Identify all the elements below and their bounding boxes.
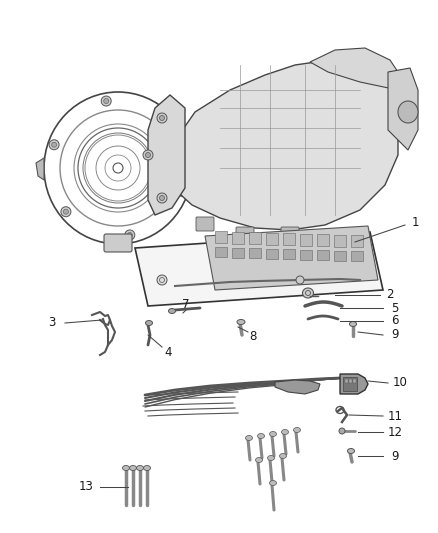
Polygon shape <box>266 248 278 259</box>
Ellipse shape <box>127 232 132 238</box>
Ellipse shape <box>255 457 262 463</box>
Bar <box>353 379 356 383</box>
Polygon shape <box>148 95 185 215</box>
Ellipse shape <box>169 309 176 313</box>
Ellipse shape <box>157 193 167 203</box>
FancyBboxPatch shape <box>196 217 214 231</box>
Ellipse shape <box>269 432 276 437</box>
Ellipse shape <box>143 150 153 160</box>
Ellipse shape <box>64 209 68 214</box>
Ellipse shape <box>157 275 167 285</box>
Text: 6: 6 <box>391 314 399 327</box>
Ellipse shape <box>269 481 276 486</box>
Polygon shape <box>283 233 295 245</box>
Ellipse shape <box>159 116 165 120</box>
Polygon shape <box>232 231 244 244</box>
Ellipse shape <box>145 152 151 157</box>
Polygon shape <box>300 233 312 246</box>
Ellipse shape <box>137 465 144 471</box>
Polygon shape <box>170 60 398 230</box>
Text: 13: 13 <box>78 481 93 494</box>
Ellipse shape <box>282 430 289 434</box>
Polygon shape <box>334 251 346 261</box>
Polygon shape <box>215 231 227 243</box>
Polygon shape <box>232 247 244 257</box>
Text: 2: 2 <box>386 288 394 302</box>
Ellipse shape <box>49 140 59 150</box>
Ellipse shape <box>101 96 111 106</box>
Polygon shape <box>351 235 363 247</box>
Polygon shape <box>135 232 383 306</box>
Polygon shape <box>310 48 398 90</box>
Text: 5: 5 <box>391 302 399 314</box>
Text: 10: 10 <box>392 376 407 390</box>
Bar <box>349 379 352 383</box>
Ellipse shape <box>347 448 354 454</box>
Text: 1: 1 <box>411 215 419 229</box>
Ellipse shape <box>339 428 345 434</box>
Ellipse shape <box>145 320 152 326</box>
Ellipse shape <box>246 435 252 440</box>
Ellipse shape <box>237 319 245 325</box>
Polygon shape <box>317 234 329 246</box>
Polygon shape <box>266 232 278 245</box>
Ellipse shape <box>130 465 137 471</box>
Polygon shape <box>317 250 329 260</box>
Ellipse shape <box>159 196 165 200</box>
Ellipse shape <box>350 321 357 327</box>
Polygon shape <box>275 380 320 394</box>
Polygon shape <box>215 247 227 257</box>
Text: 7: 7 <box>182 298 190 311</box>
Text: 4: 4 <box>164 345 172 359</box>
Text: 11: 11 <box>388 409 403 423</box>
Polygon shape <box>340 374 368 394</box>
Ellipse shape <box>279 454 286 458</box>
Ellipse shape <box>144 465 151 471</box>
Bar <box>345 379 348 383</box>
Polygon shape <box>351 251 363 261</box>
Polygon shape <box>205 226 378 290</box>
Text: 9: 9 <box>391 328 399 342</box>
Ellipse shape <box>293 427 300 432</box>
Ellipse shape <box>303 288 314 298</box>
Ellipse shape <box>168 122 173 127</box>
Ellipse shape <box>61 207 71 217</box>
Text: 3: 3 <box>48 317 56 329</box>
Polygon shape <box>388 68 418 150</box>
Ellipse shape <box>180 189 184 194</box>
Polygon shape <box>334 235 346 246</box>
Ellipse shape <box>52 142 57 147</box>
FancyBboxPatch shape <box>281 227 299 241</box>
Ellipse shape <box>398 101 418 123</box>
Text: 12: 12 <box>388 425 403 439</box>
Text: 9: 9 <box>391 449 399 463</box>
Ellipse shape <box>165 119 175 130</box>
Ellipse shape <box>123 465 130 471</box>
Polygon shape <box>249 248 261 258</box>
FancyBboxPatch shape <box>236 227 254 241</box>
Ellipse shape <box>258 433 265 439</box>
Bar <box>343 377 357 391</box>
Ellipse shape <box>296 276 304 284</box>
Text: 8: 8 <box>249 330 257 343</box>
Ellipse shape <box>177 186 187 196</box>
FancyBboxPatch shape <box>104 234 132 252</box>
Polygon shape <box>249 232 261 244</box>
Polygon shape <box>300 249 312 260</box>
Ellipse shape <box>268 456 275 461</box>
Polygon shape <box>36 158 44 180</box>
Ellipse shape <box>104 99 109 103</box>
Polygon shape <box>283 249 295 259</box>
Ellipse shape <box>157 113 167 123</box>
Ellipse shape <box>125 230 135 240</box>
